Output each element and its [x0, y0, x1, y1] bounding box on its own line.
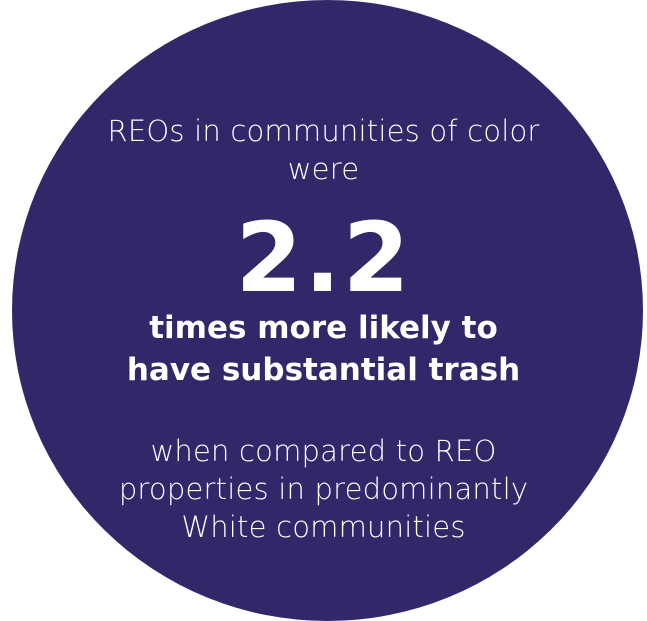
intro-line-1: REOs in communities of color [107, 114, 540, 148]
intro-line-2: were [287, 152, 360, 186]
stat-circle [12, 0, 643, 621]
outro-line-1: when compared to REO [150, 434, 497, 468]
outro-text: when compared to REO properties in predo… [0, 432, 647, 546]
stat-line-1: times more likely to [149, 310, 498, 346]
stat-line-2: have substantial trash [126, 352, 521, 388]
outro-line-3: White communities [181, 510, 466, 544]
intro-text: REOs in communities of color were [0, 112, 647, 188]
stat-value: 2.2 [235, 202, 412, 314]
outro-line-2: properties in predominantly [118, 472, 529, 506]
